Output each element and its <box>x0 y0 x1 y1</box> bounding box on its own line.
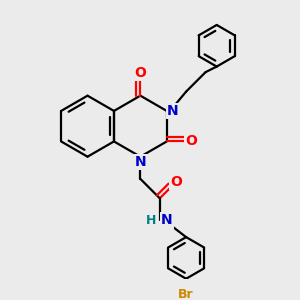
Text: O: O <box>134 66 146 80</box>
Text: H: H <box>146 214 157 227</box>
Text: N: N <box>167 104 179 118</box>
Text: O: O <box>170 176 182 189</box>
Text: N: N <box>161 214 172 227</box>
Text: Br: Br <box>178 288 194 300</box>
Text: N: N <box>135 155 146 169</box>
Text: O: O <box>185 134 197 148</box>
